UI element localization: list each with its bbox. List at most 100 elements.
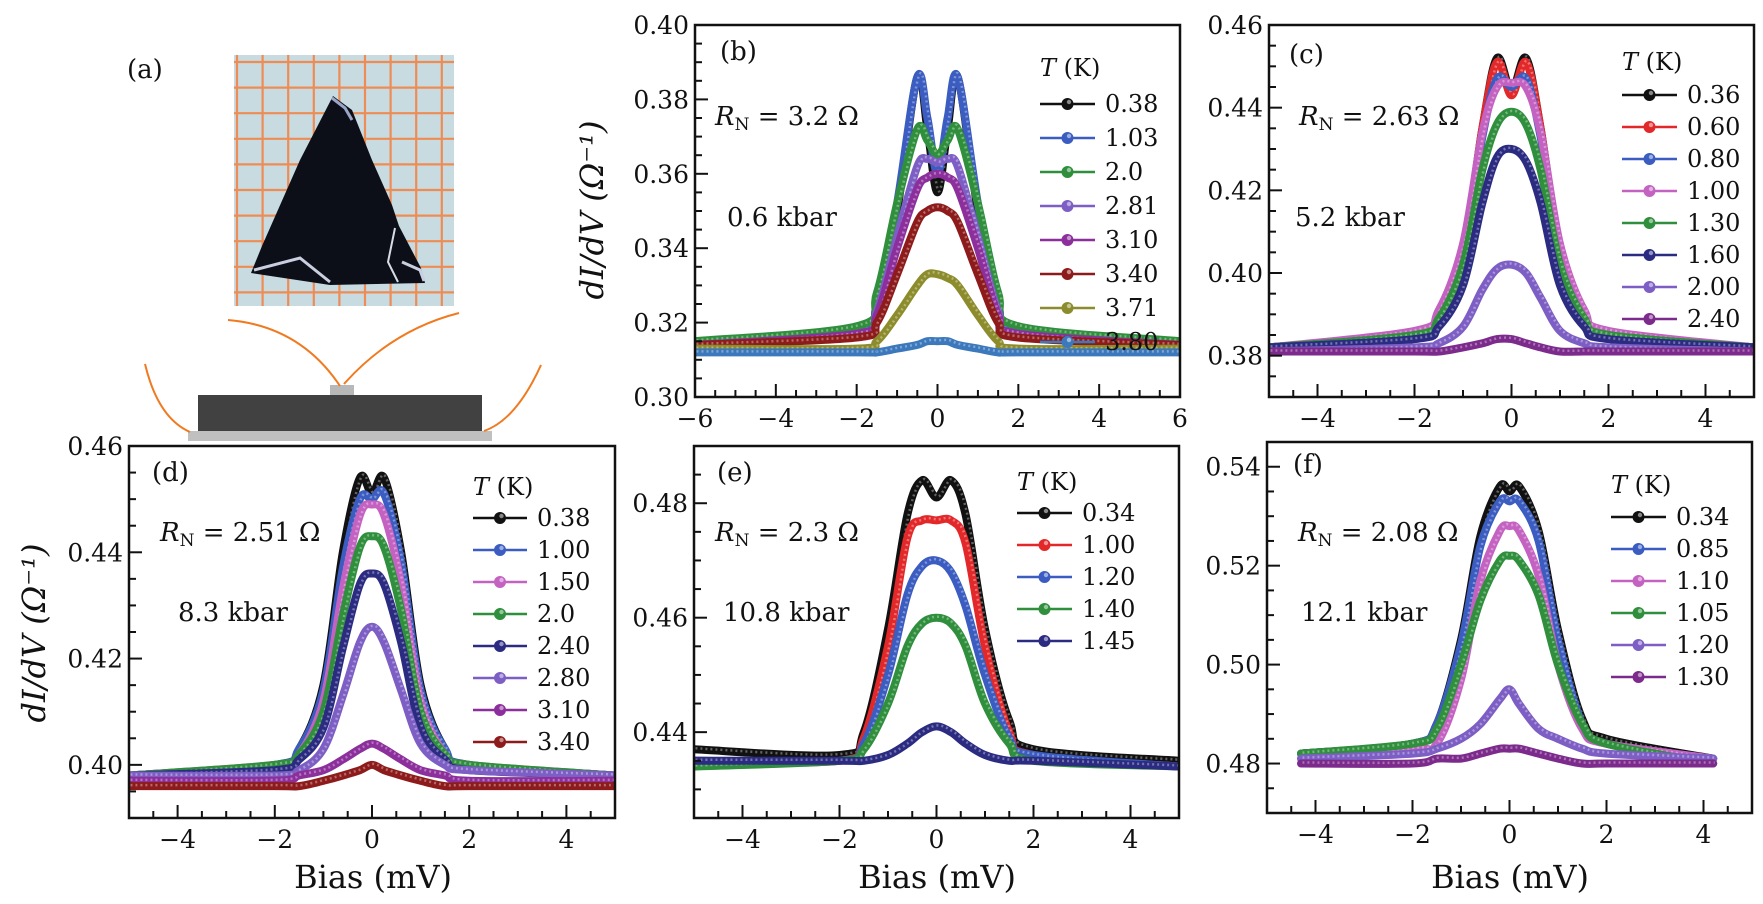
- legend-item-1.00: 1.00: [1622, 177, 1740, 205]
- legend-label: 2.40: [1687, 305, 1740, 333]
- legend-marker: [1061, 98, 1074, 110]
- rn-symbol: R: [714, 518, 735, 548]
- legend-marker: [1061, 268, 1074, 280]
- x-tick-label: 0: [1504, 404, 1520, 433]
- legend-marker-highlight: [1043, 540, 1049, 546]
- wire-right: [483, 364, 542, 432]
- legend-marker: [1643, 281, 1656, 293]
- legend-title: T (K): [1017, 468, 1077, 496]
- pressure-label: 12.1 kbar: [1301, 598, 1428, 628]
- x-tick-label: 4: [1123, 825, 1139, 854]
- x-tick-label: 2: [461, 825, 477, 854]
- series-group: [1297, 480, 1718, 768]
- series-2.40-markers: [1270, 336, 1754, 353]
- legend-marker-highlight: [1648, 122, 1654, 128]
- legend-marker-highlight: [1066, 167, 1072, 173]
- crystal-flake: [251, 96, 425, 285]
- y-tick-label: 0.52: [1205, 552, 1261, 581]
- panel-f: −4 −2 0 2 4 0.48 0.50 0.52 0.54 Bias (mV) (f) RN = …: [1205, 440, 1754, 896]
- legend-item-0.85: 0.85: [1611, 535, 1729, 563]
- legend-marker-highlight: [499, 609, 504, 615]
- legend-item-1.05: 1.05: [1611, 599, 1729, 627]
- legend-item-1.45: 1.45: [1017, 627, 1135, 655]
- y-axis: 0.48 0.50 0.52 0.54: [1205, 441, 1280, 814]
- legend-marker: [1643, 153, 1656, 165]
- x-tick-label: 4: [1091, 404, 1107, 433]
- legend-label: 3.40: [1105, 260, 1158, 288]
- rn-subscript: N: [1319, 115, 1334, 135]
- x-tick-label: −4: [1299, 404, 1336, 433]
- legend-label: 2.40: [537, 632, 590, 660]
- panel-a: (a): [127, 55, 542, 441]
- crystal-tip-highlight: [331, 96, 354, 121]
- y-tick-label: 0.34: [633, 234, 689, 263]
- y-tick-label: 0.50: [1205, 651, 1261, 680]
- legend-item-0.80: 0.80: [1622, 145, 1740, 173]
- legend-marker-highlight: [1066, 235, 1072, 241]
- panel-label: (f): [1293, 450, 1323, 480]
- legend-label: 3.40: [537, 728, 590, 756]
- series-1.20-curve: [694, 556, 1179, 771]
- legend-label: 1.40: [1082, 595, 1135, 623]
- panel-d: −4 −2 0 2 4 0.40 0.42 0.44 0.46 dI/dV (Ω⁻¹) Bias (…: [15, 432, 617, 896]
- series-2.00-curve: [1269, 260, 1754, 356]
- legend-marker: [1061, 166, 1074, 178]
- series-3.40-curve: [129, 760, 615, 791]
- legend-label: 1.60: [1687, 241, 1740, 269]
- series-1.45-curve: [694, 722, 1179, 771]
- normal-resistance-label: RN = 2.08 Ω: [1297, 518, 1458, 551]
- legend-marker: [1061, 200, 1074, 212]
- legend-item-0.38: 0.38: [1040, 90, 1158, 118]
- x-tick-label: −4: [724, 825, 761, 854]
- legend-marker: [1632, 575, 1645, 587]
- legend-marker-highlight: [1648, 282, 1654, 288]
- legend-marker: [494, 736, 506, 748]
- legend-marker: [1643, 313, 1656, 325]
- x-tick-label: 2: [1010, 404, 1026, 433]
- legend-title: T (K): [473, 473, 533, 501]
- legend-marker-highlight: [1637, 672, 1643, 678]
- legend-item-0.60: 0.60: [1622, 113, 1740, 141]
- legend-item-3.10: 3.10: [1040, 226, 1158, 254]
- y-tick-label: 0.36: [633, 160, 689, 189]
- series-1.40-markers: [695, 615, 1179, 767]
- y-tick-label: 0.44: [632, 718, 688, 747]
- legend-label: 1.30: [1687, 209, 1740, 237]
- legend-marker-highlight: [1648, 90, 1654, 96]
- y-tick-label: 0.38: [633, 85, 689, 114]
- legend-marker: [1632, 607, 1645, 619]
- x-tick-label: −4: [1297, 820, 1334, 849]
- x-axis: −6 −4 −2 0 2 4 6: [677, 384, 1188, 433]
- legend-marker-highlight: [1637, 640, 1643, 646]
- legend-marker: [1038, 571, 1051, 583]
- rn-subscript: N: [180, 531, 195, 551]
- legend-marker: [1643, 249, 1656, 261]
- legend-marker-highlight: [1648, 186, 1654, 192]
- x-tick-label: 6: [1172, 404, 1188, 433]
- legend-marker: [1038, 603, 1051, 615]
- y-tick-label: 0.32: [633, 309, 689, 338]
- normal-resistance-label: RN = 2.3 Ω: [714, 518, 859, 551]
- legend-marker: [1061, 302, 1074, 314]
- series-1.30-curve: [1297, 744, 1718, 768]
- rn-symbol: R: [714, 102, 735, 132]
- x-tick-label: −6: [677, 404, 714, 433]
- y-tick-label: 0.54: [1205, 453, 1261, 482]
- panel-b: −6 −4 −2 0 2 4 6 0.30 0.32 0.34 0.36 0.38 0.40 dI/dV …: [573, 11, 1188, 433]
- legend-item-3.10: 3.10: [473, 696, 590, 724]
- legend-marker-highlight: [499, 513, 504, 519]
- legend-label: 2.0: [1105, 158, 1143, 186]
- legend-marker-highlight: [1043, 572, 1049, 578]
- legend-label: 1.03: [1105, 124, 1158, 152]
- rn-symbol: R: [1298, 102, 1319, 132]
- legend: T (K)0.36 0.60 0.80 1.00 1.30 1.60 2.00 2.40: [1622, 48, 1740, 333]
- legend-marker-highlight: [1043, 604, 1049, 610]
- legend-label: 2.81: [1105, 192, 1158, 220]
- panel-label: (c): [1289, 40, 1324, 70]
- rn-value: = 2.63 Ω: [1333, 102, 1459, 132]
- series-3.40-curve: [695, 203, 1180, 349]
- pressure-label: 0.6 kbar: [727, 203, 838, 233]
- legend-item-1.20: 1.20: [1611, 631, 1729, 659]
- series-3.10-markers: [130, 741, 615, 782]
